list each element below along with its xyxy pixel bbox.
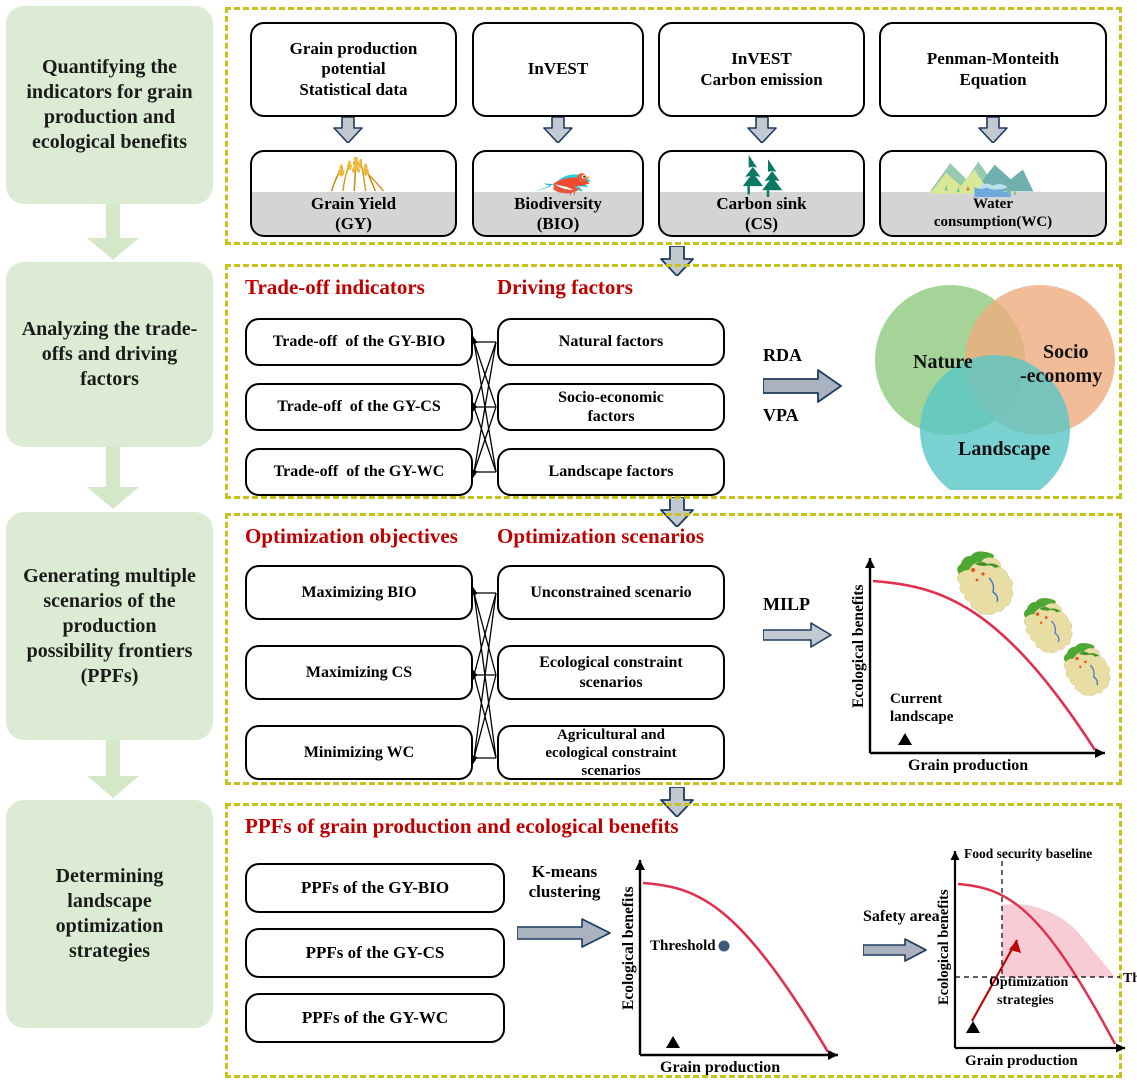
svg-text:strategies: strategies [997, 993, 1054, 1008]
svg-text:Current: Current [890, 691, 942, 707]
svg-text:Threshold: Threshold [650, 938, 716, 954]
svg-text:Food security baseline: Food security baseline [964, 846, 1092, 861]
svg-text:Grain production: Grain production [908, 757, 1028, 773]
svg-text:Optimization: Optimization [989, 975, 1069, 990]
svg-text:Ecological benefits: Ecological benefits [620, 886, 637, 1010]
svg-text:Grain production: Grain production [660, 1059, 780, 1075]
svg-text:Nature: Nature [913, 351, 973, 373]
svg-text:-economy: -economy [1020, 365, 1102, 387]
svg-text:Grain production: Grain production [965, 1053, 1078, 1068]
svg-text:Threshold: Threshold [1123, 971, 1137, 986]
svg-text:Landscape: Landscape [958, 438, 1050, 460]
svg-text:Ecological benefits: Ecological benefits [850, 584, 867, 708]
svg-text:Ecological benefits: Ecological benefits [937, 889, 952, 1005]
svg-text:landscape: landscape [890, 709, 954, 725]
svg-text:Socio: Socio [1043, 341, 1089, 363]
